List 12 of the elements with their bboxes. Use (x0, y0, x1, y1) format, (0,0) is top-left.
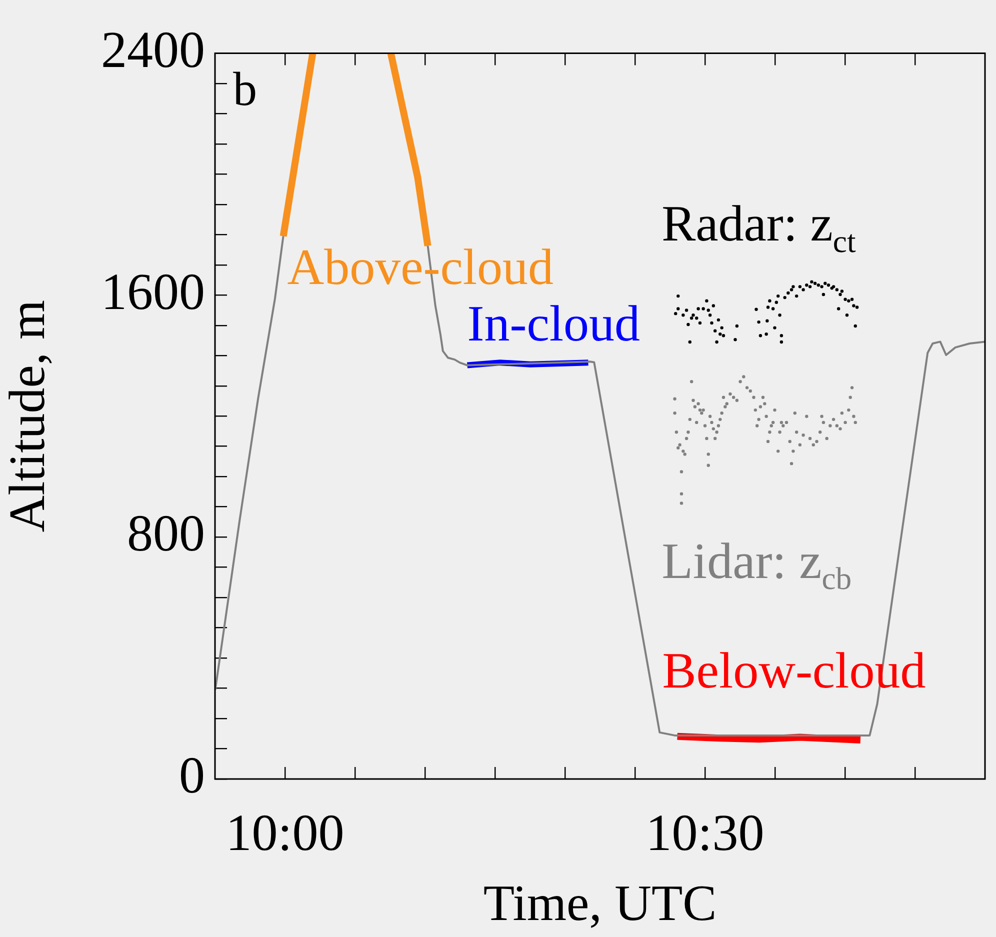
x-axis-title: Time, UTC (483, 876, 717, 932)
y-tick-label: 0 (179, 748, 205, 805)
x-tick-label: 10:00 (226, 804, 344, 862)
y-tick-label: 1600 (101, 264, 205, 321)
annotation: b (233, 63, 257, 116)
series-label: Above-cloud (287, 240, 554, 296)
series-label: In-cloud (467, 296, 640, 352)
series-label: Below-cloud (662, 643, 926, 700)
x-tick-label: 10:30 (646, 804, 764, 862)
y-axis-title: Altitude, m (0, 300, 56, 532)
y-tick-label: 800 (127, 506, 205, 563)
y-tick-label: 2400 (101, 22, 205, 79)
